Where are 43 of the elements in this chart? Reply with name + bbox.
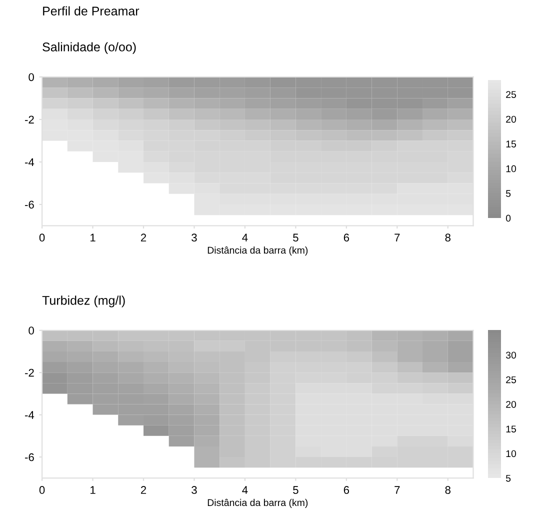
color-bar-label: 20 xyxy=(506,400,516,408)
x-tick-label: 5 xyxy=(293,486,298,494)
x-tick-label: 2 xyxy=(140,486,146,494)
x-tick-label: 6 xyxy=(344,486,350,494)
color-bar-label: 0 xyxy=(506,214,511,222)
y-tick-label: -4 xyxy=(25,411,34,419)
x-tick-label: 7 xyxy=(394,234,400,242)
y-tick-label: -2 xyxy=(25,116,34,124)
x-tick-label: 5 xyxy=(293,234,298,242)
color-bar-label: 15 xyxy=(506,426,516,432)
chart-subtitle: Salinidade (o/oo) xyxy=(42,42,136,54)
y-tick-label: -2 xyxy=(25,368,34,377)
color-bar-label: 15 xyxy=(506,140,516,148)
y-tick-label: 0 xyxy=(28,326,34,335)
x-tick-label: 0 xyxy=(39,486,45,494)
color-bar-label: 25 xyxy=(506,91,516,98)
x-axis-title: Distância da barra (km) xyxy=(208,498,308,508)
color-bar-label: 5 xyxy=(506,474,511,482)
color-bar-label: 5 xyxy=(506,190,511,197)
y-tick-label: -6 xyxy=(25,453,34,462)
color-bar-label: 10 xyxy=(506,165,516,172)
x-tick-label: 4 xyxy=(242,234,248,242)
x-tick-label: 8 xyxy=(445,234,450,242)
color-bar-label: 25 xyxy=(506,376,516,384)
color-bar-label: 10 xyxy=(506,450,516,458)
x-tick-label: 2 xyxy=(140,234,146,242)
x-tick-label: 7 xyxy=(394,486,400,494)
color-bar-label: 20 xyxy=(506,116,516,123)
y-tick-label: -6 xyxy=(25,200,34,209)
color-bar-label: 30 xyxy=(506,352,516,359)
x-tick-label: 1 xyxy=(90,234,96,242)
x-tick-label: 8 xyxy=(445,486,450,494)
x-tick-label: 1 xyxy=(90,486,96,494)
y-tick-label: -4 xyxy=(25,158,34,166)
chart-title: Perfil de Preamar xyxy=(43,6,140,16)
x-tick-label: 0 xyxy=(39,234,45,242)
x-tick-label: 4 xyxy=(242,486,248,494)
chart-title: Turbidez (mg/l) xyxy=(42,296,125,308)
x-axis-title: Distância da barra (km) xyxy=(208,246,308,256)
x-tick-label: 3 xyxy=(192,234,197,242)
x-tick-label: 6 xyxy=(344,234,350,242)
x-tick-label: 3 xyxy=(192,486,197,494)
y-tick-label: 0 xyxy=(28,73,34,82)
